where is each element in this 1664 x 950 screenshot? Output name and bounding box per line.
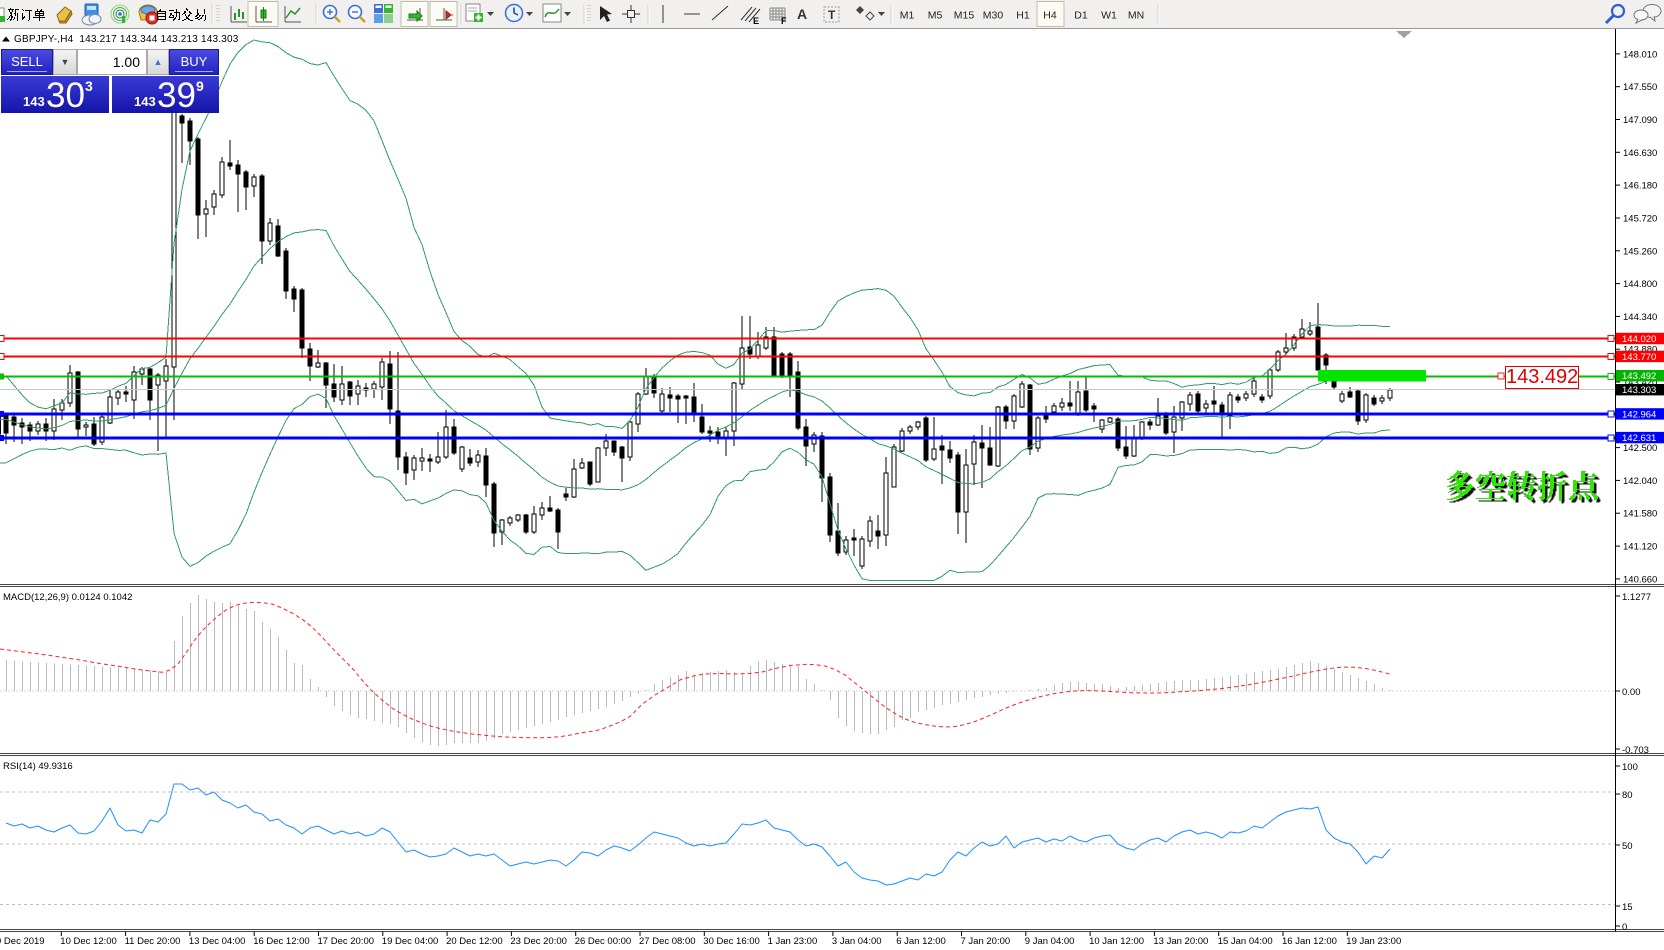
- svg-text:141.580: 141.580: [1623, 509, 1657, 520]
- svg-text:19 Jan 23:00: 19 Jan 23:00: [1346, 936, 1401, 947]
- svg-text:9 Dec 2019: 9 Dec 2019: [0, 936, 45, 947]
- svg-text:M15: M15: [954, 10, 975, 22]
- svg-text:13 Jan 20:00: 13 Jan 20:00: [1153, 936, 1208, 947]
- svg-text:142.040: 142.040: [1623, 476, 1657, 487]
- svg-text:15: 15: [1622, 902, 1633, 913]
- svg-text:143.492: 143.492: [1622, 371, 1656, 382]
- svg-text:H4: H4: [1043, 10, 1057, 22]
- svg-text:0.00: 0.00: [1622, 687, 1641, 698]
- svg-text:3 Jan 04:00: 3 Jan 04:00: [832, 936, 882, 947]
- svg-text:17 Dec 20:00: 17 Dec 20:00: [318, 936, 375, 947]
- svg-text:143.303: 143.303: [1622, 385, 1656, 396]
- svg-text:H1: H1: [1016, 10, 1030, 22]
- svg-text:143.420: 143.420: [1623, 378, 1657, 389]
- svg-text:26 Dec 00:00: 26 Dec 00:00: [575, 936, 632, 947]
- svg-text:142.631: 142.631: [1622, 433, 1656, 444]
- svg-text:MACD(12,26,9) 0.0124 0.1042: MACD(12,26,9) 0.0124 0.1042: [3, 592, 132, 603]
- svg-text:20 Dec 12:00: 20 Dec 12:00: [446, 936, 503, 947]
- svg-text:144.800: 144.800: [1623, 279, 1657, 290]
- svg-text:16 Dec 12:00: 16 Dec 12:00: [253, 936, 310, 947]
- svg-text:-0.703: -0.703: [1622, 745, 1649, 756]
- svg-text:13 Dec 04:00: 13 Dec 04:00: [189, 936, 246, 947]
- svg-text:1.1277: 1.1277: [1622, 592, 1651, 603]
- svg-text:19 Dec 04:00: 19 Dec 04:00: [382, 936, 439, 947]
- svg-text:146.180: 146.180: [1623, 181, 1657, 192]
- svg-text:145.720: 145.720: [1623, 214, 1657, 225]
- svg-text:23 Dec 20:00: 23 Dec 20:00: [510, 936, 567, 947]
- svg-text:16 Jan 12:00: 16 Jan 12:00: [1282, 936, 1337, 947]
- svg-text:145.260: 145.260: [1623, 246, 1657, 257]
- svg-text:141.120: 141.120: [1623, 542, 1657, 553]
- svg-text:27 Dec 08:00: 27 Dec 08:00: [639, 936, 696, 947]
- svg-text:6 Jan 12:00: 6 Jan 12:00: [896, 936, 946, 947]
- svg-text:100: 100: [1622, 762, 1638, 773]
- svg-text:M30: M30: [983, 10, 1004, 22]
- svg-text:144.020: 144.020: [1622, 334, 1656, 345]
- svg-text:10 Jan 12:00: 10 Jan 12:00: [1089, 936, 1144, 947]
- svg-text:D1: D1: [1074, 10, 1088, 22]
- svg-text:142.964: 142.964: [1622, 409, 1656, 420]
- svg-text:148.010: 148.010: [1623, 49, 1657, 60]
- svg-text:11 Dec 20:00: 11 Dec 20:00: [125, 936, 181, 947]
- svg-text:M1: M1: [900, 10, 915, 22]
- svg-text:50: 50: [1622, 841, 1633, 852]
- svg-text:7 Jan 20:00: 7 Jan 20:00: [961, 936, 1011, 947]
- svg-text:144.340: 144.340: [1623, 312, 1657, 323]
- svg-text:15 Jan 04:00: 15 Jan 04:00: [1218, 936, 1273, 947]
- svg-text:E: E: [753, 16, 759, 26]
- svg-text:140.660: 140.660: [1623, 574, 1657, 585]
- svg-text:0: 0: [1622, 922, 1627, 933]
- svg-text:142.500: 142.500: [1623, 443, 1657, 454]
- svg-text:10 Dec 12:00: 10 Dec 12:00: [60, 936, 117, 947]
- svg-text:147.550: 147.550: [1623, 82, 1657, 93]
- svg-text:147.090: 147.090: [1623, 115, 1657, 126]
- svg-text:MN: MN: [1128, 10, 1144, 22]
- svg-text:W1: W1: [1101, 10, 1117, 22]
- svg-text:M5: M5: [928, 10, 943, 22]
- svg-text:30 Dec 16:00: 30 Dec 16:00: [703, 936, 760, 947]
- svg-text:F: F: [781, 16, 787, 26]
- svg-text:146.630: 146.630: [1623, 148, 1657, 159]
- svg-text:A: A: [797, 6, 807, 22]
- svg-text:80: 80: [1622, 790, 1633, 801]
- svg-text:143.880: 143.880: [1623, 345, 1657, 356]
- svg-text:RSI(14) 49.9316: RSI(14) 49.9316: [3, 761, 73, 772]
- svg-text:143.770: 143.770: [1622, 352, 1656, 363]
- svg-text:1 Jan 23:00: 1 Jan 23:00: [768, 936, 818, 947]
- svg-text:T: T: [828, 8, 836, 22]
- svg-text:9 Jan 04:00: 9 Jan 04:00: [1025, 936, 1075, 947]
